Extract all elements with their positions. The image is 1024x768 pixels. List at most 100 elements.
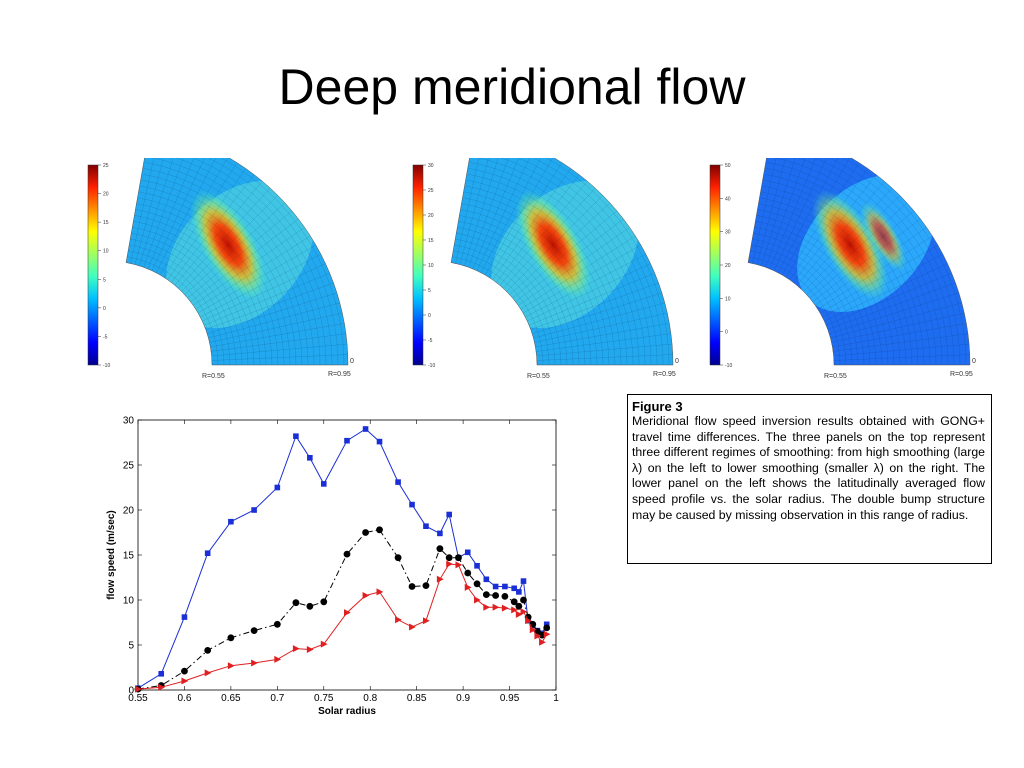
data-point (543, 630, 551, 638)
data-point (395, 479, 401, 485)
colorbar-tick-label: -10 (725, 363, 732, 369)
colorbar-tick-label: 5 (103, 277, 106, 283)
data-point (250, 627, 258, 634)
colorbar-tick-label: 10 (428, 263, 434, 269)
slide-title: Deep meridional flow (278, 59, 746, 115)
data-point (501, 604, 509, 612)
data-point (376, 588, 384, 596)
radius-outer-label: R=0.95 (328, 371, 351, 378)
data-point (423, 523, 429, 529)
data-point (436, 545, 444, 553)
y-tick-label: 5 (128, 641, 134, 652)
data-point (520, 578, 527, 584)
data-point (306, 646, 314, 653)
y-tick-label: 10 (123, 596, 135, 607)
hot-spot (189, 189, 267, 301)
data-point (158, 683, 166, 691)
hot-spot (514, 189, 592, 301)
colorbar-tick-label: 30 (428, 163, 434, 169)
data-point (362, 592, 370, 599)
y-tick-label: 15 (123, 551, 135, 562)
colorbar-tick-label: 10 (103, 249, 109, 255)
data-point (483, 576, 490, 583)
data-point (181, 614, 188, 620)
data-point (520, 608, 528, 616)
colorbar-tick-label: 0 (725, 330, 728, 336)
y-tick-label: 30 (123, 416, 135, 427)
caption-text: Meridional flow speed inversion results … (632, 414, 985, 522)
data-point (446, 511, 452, 518)
data-point (455, 561, 463, 569)
data-point (543, 621, 550, 628)
data-point (227, 662, 235, 670)
data-point (464, 549, 471, 556)
data-point (436, 575, 444, 583)
data-point (181, 677, 189, 685)
colorbar (709, 164, 721, 366)
data-point (292, 599, 300, 607)
data-point (511, 606, 518, 614)
x-tick-label: 0.8 (363, 693, 377, 704)
data-point (473, 580, 481, 588)
data-point (437, 530, 443, 537)
data-point (539, 638, 546, 646)
colorbar (412, 164, 424, 366)
angle-label-right: 0 (972, 358, 976, 365)
x-tick-label: 0.9 (456, 693, 470, 704)
radius-inner-label: R=0.55 (527, 373, 550, 380)
radius-inner-label: R=0.55 (824, 373, 847, 380)
colorbar-tick-label: 0 (428, 313, 431, 319)
data-point (292, 645, 300, 653)
colorbar-tick-label: 15 (103, 220, 109, 226)
radius-outer-label: R=0.95 (653, 371, 676, 378)
x-tick-label: 0.6 (177, 693, 191, 704)
data-point (529, 626, 537, 634)
data-point (204, 647, 212, 654)
radius-outer-label: R=0.95 (950, 371, 973, 378)
data-point (483, 603, 491, 611)
data-point (492, 592, 500, 599)
colorbar-tick-label: 20 (725, 263, 731, 269)
colorbar-tick-label: 15 (428, 238, 434, 244)
data-point (376, 526, 383, 534)
x-tick-label: 0.75 (314, 693, 334, 704)
data-point (362, 426, 369, 432)
data-point (510, 598, 518, 606)
data-point (520, 596, 527, 604)
data-point (395, 616, 402, 624)
data-point (181, 667, 188, 675)
colorbar-tick-label: -5 (428, 338, 433, 344)
data-point (492, 603, 500, 611)
x-tick-label: 0.85 (407, 693, 427, 704)
data-point (515, 610, 523, 618)
data-point (511, 585, 517, 592)
data-point (306, 602, 314, 610)
data-point (409, 623, 416, 631)
x-tick-label: 0.65 (221, 693, 241, 704)
data-point (228, 518, 234, 525)
colorbar-tick-label: 30 (725, 230, 731, 236)
data-point (135, 685, 142, 693)
colorbar-tick-label: 0 (103, 306, 106, 312)
data-point (362, 529, 369, 536)
data-point (422, 617, 430, 625)
data-point (320, 481, 327, 487)
data-point (343, 550, 351, 558)
data-point (455, 554, 462, 562)
x-tick-label: 0.95 (500, 693, 520, 704)
caption-heading: Figure 3 (632, 399, 683, 414)
x-tick-label: 0.7 (270, 693, 284, 704)
data-point (464, 583, 472, 591)
data-point (474, 563, 480, 569)
y-tick-label: 0 (128, 686, 134, 697)
data-point (422, 582, 430, 589)
y-axis-label: flow speed (m/sec) (106, 510, 117, 599)
data-point (525, 617, 532, 625)
colorbar (87, 164, 99, 366)
data-point (394, 554, 402, 562)
data-point (320, 598, 328, 606)
